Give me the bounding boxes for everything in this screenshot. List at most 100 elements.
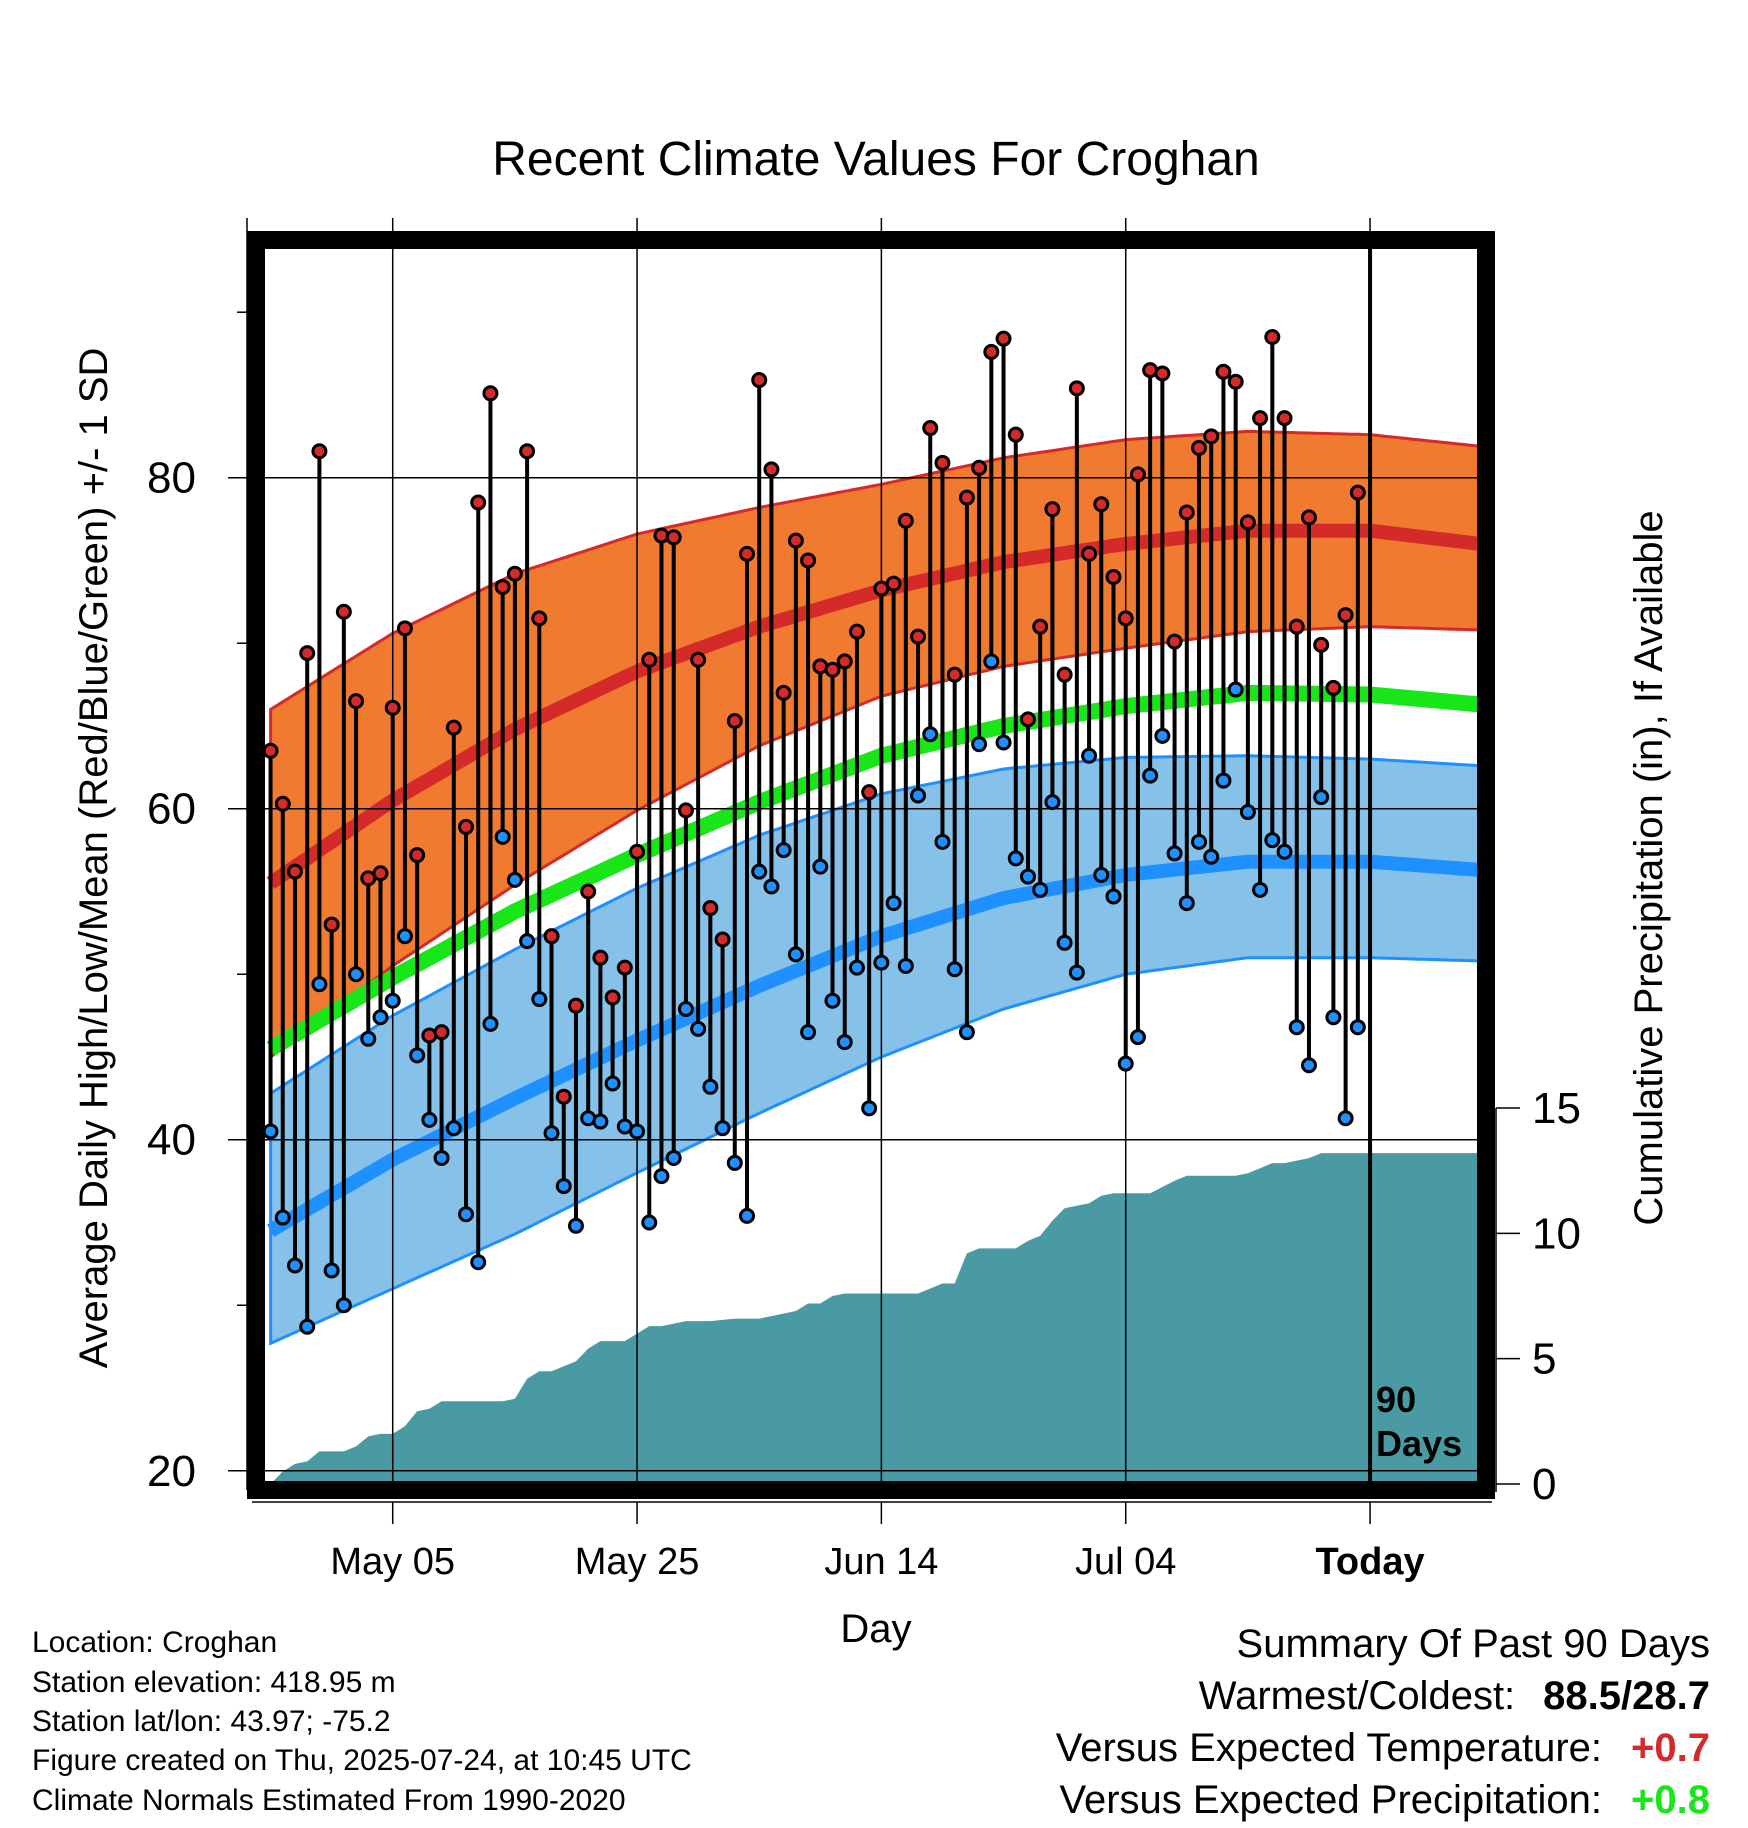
daily-low-point — [641, 1214, 658, 1231]
daily-high-point — [824, 661, 841, 678]
daily-low-point — [299, 1318, 316, 1335]
figure-created: Figure created on Thu, 2025-07-24, at 10… — [32, 1744, 692, 1777]
daily-low-point — [372, 1009, 389, 1026]
x-tick-label: Jun 14 — [824, 1541, 938, 1583]
plot-clip-group — [262, 246, 1480, 1484]
daily-high-point — [274, 795, 291, 812]
x-tick-label: May 25 — [575, 1541, 700, 1583]
daily-low-point — [922, 726, 939, 743]
daily-high-point — [286, 863, 303, 880]
daily-high-point — [836, 653, 853, 670]
y2-tick-label: 10 — [1532, 1209, 1581, 1258]
daily-high-point — [971, 459, 988, 476]
y-axis-label: Average Daily High/Low/Mean (Red/Blue/Gr… — [72, 348, 116, 1369]
high-temp-sd-band — [269, 429, 1480, 1061]
daily-high-point — [1105, 569, 1122, 586]
daily-high-point — [1337, 607, 1354, 624]
daily-low-point — [983, 653, 1000, 670]
daily-low-point — [323, 1262, 340, 1279]
daily-low-point — [262, 1123, 279, 1140]
warmest-coldest-value: 88.5/28.7 — [1543, 1674, 1710, 1718]
daily-high-point — [348, 693, 365, 710]
daily-low-point — [1252, 881, 1269, 898]
daily-high-point — [519, 443, 536, 460]
daily-high-point — [665, 529, 682, 546]
daily-high-point — [1117, 610, 1134, 627]
daily-high-point — [751, 372, 768, 389]
daily-low-point — [531, 991, 548, 1008]
daily-low-point — [1191, 833, 1208, 850]
daily-low-point — [567, 1217, 584, 1234]
daily-low-point — [1154, 727, 1171, 744]
precipitation-vs-expected-label: Versus Expected Precipitation: — [1059, 1778, 1602, 1822]
daily-low-point — [494, 828, 511, 845]
daily-high-point — [983, 343, 1000, 360]
daily-high-point — [567, 997, 584, 1014]
daily-low-point — [1007, 850, 1024, 867]
daily-low-point — [604, 1075, 621, 1092]
daily-high-point — [995, 330, 1012, 347]
daily-high-point — [1032, 618, 1049, 635]
daily-high-point — [1313, 636, 1330, 653]
daily-high-point — [1300, 509, 1317, 526]
daily-high-point — [739, 545, 756, 562]
daily-high-point — [897, 512, 914, 529]
station-latlon: Station lat/lon: 43.97; -75.2 — [32, 1705, 391, 1738]
daily-low-point — [971, 736, 988, 753]
daily-high-point — [1093, 496, 1110, 513]
daily-high-point — [958, 489, 975, 506]
y-tick-label: 20 — [147, 1447, 196, 1496]
daily-low-point — [433, 1149, 450, 1166]
daily-high-point — [482, 385, 499, 402]
daily-high-point — [1068, 380, 1085, 397]
daily-high-point — [787, 532, 804, 549]
daily-low-point — [714, 1120, 731, 1137]
daily-high-point — [1178, 504, 1195, 521]
daily-high-point — [262, 742, 279, 759]
daily-high-point — [690, 651, 707, 668]
daily-high-point — [934, 454, 951, 471]
plot-frame — [247, 231, 1495, 1499]
daily-high-point — [445, 719, 462, 736]
daily-low-point — [1337, 1110, 1354, 1127]
daily-low-point — [885, 895, 902, 912]
daily-low-point — [934, 833, 951, 850]
daily-high-point — [372, 865, 389, 882]
daily-low-point — [592, 1113, 609, 1130]
x-tick-label: May 05 — [330, 1541, 455, 1583]
daily-low-point — [677, 1000, 694, 1017]
daily-high-point — [555, 1088, 572, 1105]
daily-low-point — [506, 871, 523, 888]
daily-low-point — [1081, 747, 1098, 764]
daily-high-point — [409, 847, 426, 864]
daily-high-point — [1239, 514, 1256, 531]
daily-low-point — [1349, 1019, 1366, 1036]
daily-low-point — [787, 946, 804, 963]
y2-tick-label: 0 — [1532, 1460, 1556, 1509]
daily-low-point — [1117, 1055, 1134, 1072]
today-marker-label: 90 Days — [1376, 1379, 1462, 1464]
daily-low-point — [384, 992, 401, 1009]
mean-temp-normal-line — [266, 684, 1480, 1056]
daily-high-point — [1081, 545, 1098, 562]
daily-low-point — [946, 961, 963, 978]
chart-title: Recent Climate Values For Croghan — [492, 133, 1259, 186]
daily-high-point — [1007, 426, 1024, 443]
summary-warmest-coldest: Warmest/Coldest: 88.5/28.7 — [1199, 1674, 1710, 1719]
daily-low-point — [824, 992, 841, 1009]
daily-low-point — [1276, 843, 1293, 860]
daily-low-point — [910, 787, 927, 804]
daily-high-point — [1264, 329, 1281, 346]
daily-low-point — [751, 863, 768, 880]
daily-high-point — [726, 713, 743, 730]
daily-high-point — [946, 666, 963, 683]
daily-low-point — [543, 1125, 560, 1142]
y-tick-label: 80 — [147, 454, 196, 503]
y-tick-label: 60 — [147, 785, 196, 834]
daily-high-point — [592, 949, 609, 966]
daily-low-point — [482, 1015, 499, 1032]
daily-low-point — [1044, 794, 1061, 811]
warmest-coldest-label: Warmest/Coldest: — [1198, 1674, 1516, 1718]
daily-low-point — [445, 1120, 462, 1137]
daily-low-point — [348, 966, 365, 983]
